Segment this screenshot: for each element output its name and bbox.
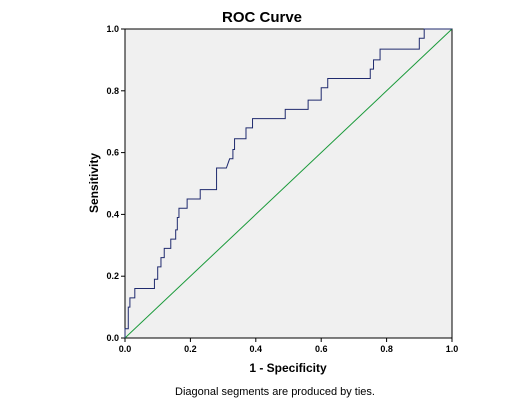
x-tick-label: 0.6 (315, 344, 328, 354)
chart-title: ROC Curve (222, 9, 302, 26)
x-tick-label: 0.4 (250, 344, 263, 354)
y-tick-label: 1.0 (106, 24, 119, 34)
x-axis-label: 1 - Specificity (249, 361, 327, 375)
roc-curve-line (124, 28, 452, 338)
reference-diagonal-line (124, 28, 453, 339)
axis-ticks: 0.0 0.2 0.4 0.6 0.8 1.0 0.0 0.2 0.4 0.6 0.8 1.0 (106, 24, 458, 354)
x-tick-label: 1.0 (446, 344, 459, 354)
y-tick-label: 0.2 (106, 271, 119, 281)
y-tick-label: 0.8 (106, 86, 119, 96)
x-tick-label: 0.2 (184, 344, 197, 354)
x-tick-label: 0.0 (119, 344, 132, 354)
y-tick-label: 0.6 (106, 148, 119, 158)
footnote: Diagonal segments are produced by ties. (175, 386, 375, 398)
y-tick-label: 0.0 (106, 333, 119, 343)
y-axis-label: Sensitivity (87, 153, 101, 213)
x-tick-label: 0.8 (380, 344, 393, 354)
y-tick-label: 0.4 (106, 209, 119, 219)
